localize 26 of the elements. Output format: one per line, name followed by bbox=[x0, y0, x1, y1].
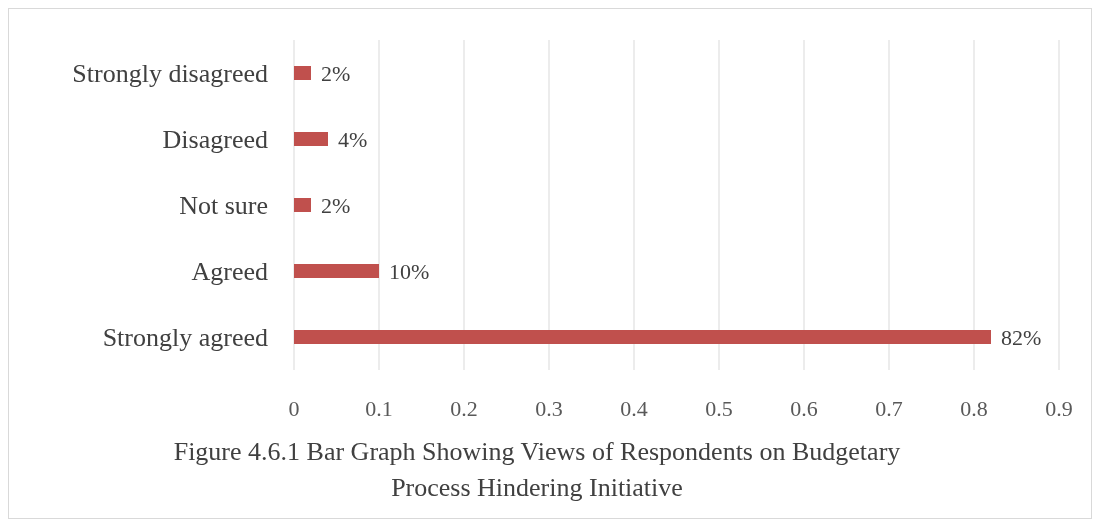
data-label: 2% bbox=[321, 60, 351, 86]
x-tick-label: 0.6 bbox=[790, 395, 818, 421]
x-tick-label: 0 bbox=[288, 395, 300, 421]
data-label: 2% bbox=[321, 192, 351, 218]
x-tick-label: 0.7 bbox=[875, 395, 903, 421]
x-tick-label: 0.3 bbox=[535, 395, 563, 421]
y-tick-label: Agreed bbox=[191, 257, 268, 287]
bar bbox=[294, 264, 379, 278]
bar bbox=[294, 330, 991, 344]
bar bbox=[294, 66, 311, 80]
text: Figure 4.6.1 Bar Graph Showing Views of Respondents on Budgetary Process Hindering Initiative bbox=[172, 436, 902, 504]
y-tick-label: Disagreed bbox=[162, 125, 268, 155]
data-label: 82% bbox=[1001, 324, 1042, 350]
data-label: 4% bbox=[338, 126, 368, 152]
x-tick-label: 0.8 bbox=[960, 395, 988, 421]
bar bbox=[294, 198, 311, 212]
data-label: 10% bbox=[389, 258, 430, 284]
x-tick-label: 0.5 bbox=[705, 395, 733, 421]
x-tick-label: 0.9 bbox=[1045, 395, 1073, 421]
y-tick-label: Not sure bbox=[179, 191, 268, 221]
y-tick-label: Strongly disagreed bbox=[72, 59, 268, 89]
x-tick-label: 0.1 bbox=[365, 395, 393, 421]
bar bbox=[294, 132, 328, 146]
x-tick-label: 0.2 bbox=[450, 395, 478, 421]
x-tick-label: 0.4 bbox=[620, 395, 648, 421]
y-tick-label: Strongly agreed bbox=[102, 323, 268, 353]
